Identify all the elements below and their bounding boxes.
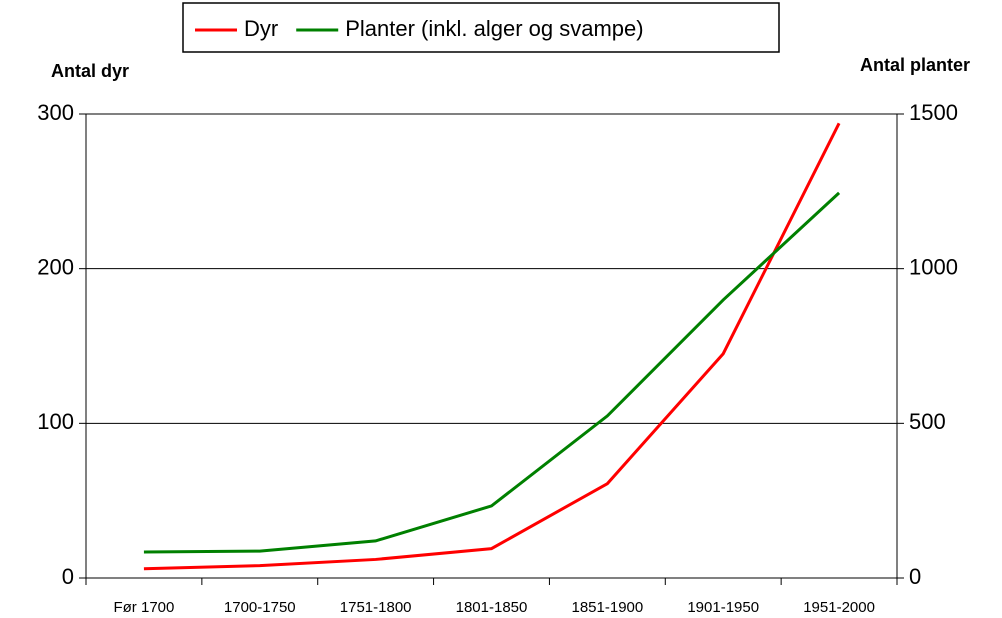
x-tick-label: Før 1700 bbox=[113, 599, 174, 616]
y2-tick-label: 1500 bbox=[909, 100, 958, 125]
line-series bbox=[143, 122, 841, 571]
y2-axis-title: Antal planter bbox=[860, 55, 970, 75]
y2-tick-label: 1000 bbox=[909, 254, 958, 279]
y-tick-label: 200 bbox=[37, 254, 74, 279]
x-tick-label: 1700-1750 bbox=[224, 599, 296, 616]
y2-tick-label: 0 bbox=[909, 564, 921, 589]
legend-label: Dyr bbox=[244, 16, 278, 41]
y-axis-title: Antal dyr bbox=[51, 61, 129, 81]
y-tick-label: 0 bbox=[62, 564, 74, 589]
y-tick-label: 100 bbox=[37, 409, 74, 434]
legend-label: Planter (inkl. alger og svampe) bbox=[345, 16, 643, 41]
x-tick-label: 1951-2000 bbox=[803, 599, 875, 616]
y-tick-label: 300 bbox=[37, 100, 74, 125]
line-series bbox=[143, 191, 841, 554]
legend-box bbox=[182, 2, 780, 53]
x-tick-label: 1901-1950 bbox=[687, 599, 759, 616]
x-tick-label: 1751-1800 bbox=[340, 599, 412, 616]
x-tick-label: 1851-1900 bbox=[571, 599, 643, 616]
x-tick-label: 1801-1850 bbox=[456, 599, 528, 616]
y2-tick-label: 500 bbox=[909, 409, 946, 434]
